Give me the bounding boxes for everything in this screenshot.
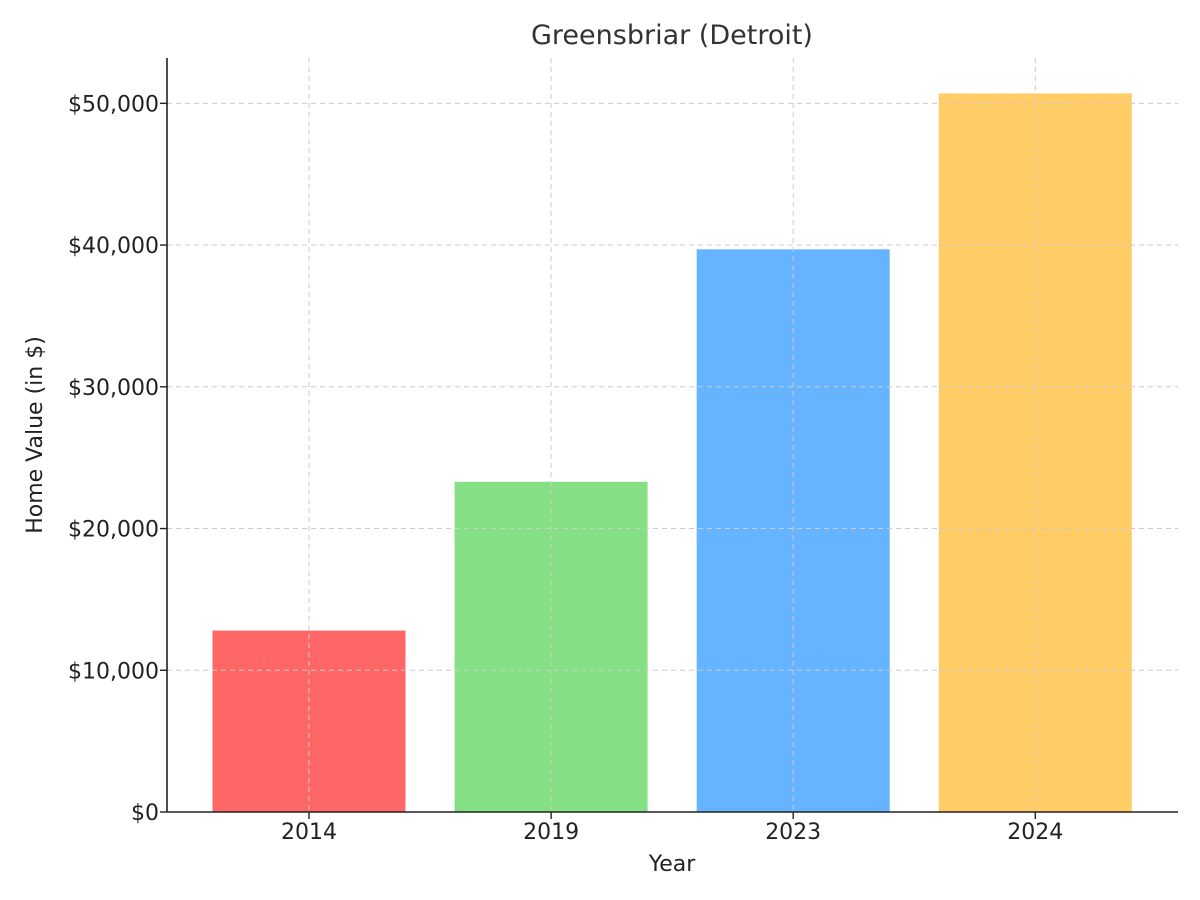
x-tick-label: 2023 bbox=[765, 820, 821, 845]
grid-lines bbox=[167, 58, 1178, 812]
bars bbox=[212, 93, 1132, 813]
x-tick-label: 2014 bbox=[281, 820, 337, 845]
bar-2024 bbox=[938, 93, 1132, 813]
chart-title: Greensbriar (Detroit) bbox=[531, 20, 813, 51]
y-tick-label: $50,000 bbox=[68, 92, 159, 117]
y-tick-label: $40,000 bbox=[68, 234, 159, 259]
y-tick-label: $10,000 bbox=[68, 659, 159, 684]
y-tick-label: $0 bbox=[131, 801, 159, 826]
axes bbox=[166, 58, 1178, 813]
bar-2014 bbox=[212, 630, 406, 812]
y-tick-label: $30,000 bbox=[68, 376, 159, 401]
x-ticks: 2014 2019 2023 2024 bbox=[281, 812, 1063, 845]
x-tick-label: 2019 bbox=[523, 820, 579, 845]
y-tick-label: $20,000 bbox=[68, 518, 159, 543]
x-axis-label: Year bbox=[648, 852, 697, 877]
y-ticks: $0 $10,000 $20,000 $30,000 $40,000 $50,000 bbox=[68, 92, 167, 826]
y-axis-label: Home Value (in $) bbox=[23, 336, 48, 534]
x-tick-label: 2024 bbox=[1007, 820, 1063, 845]
